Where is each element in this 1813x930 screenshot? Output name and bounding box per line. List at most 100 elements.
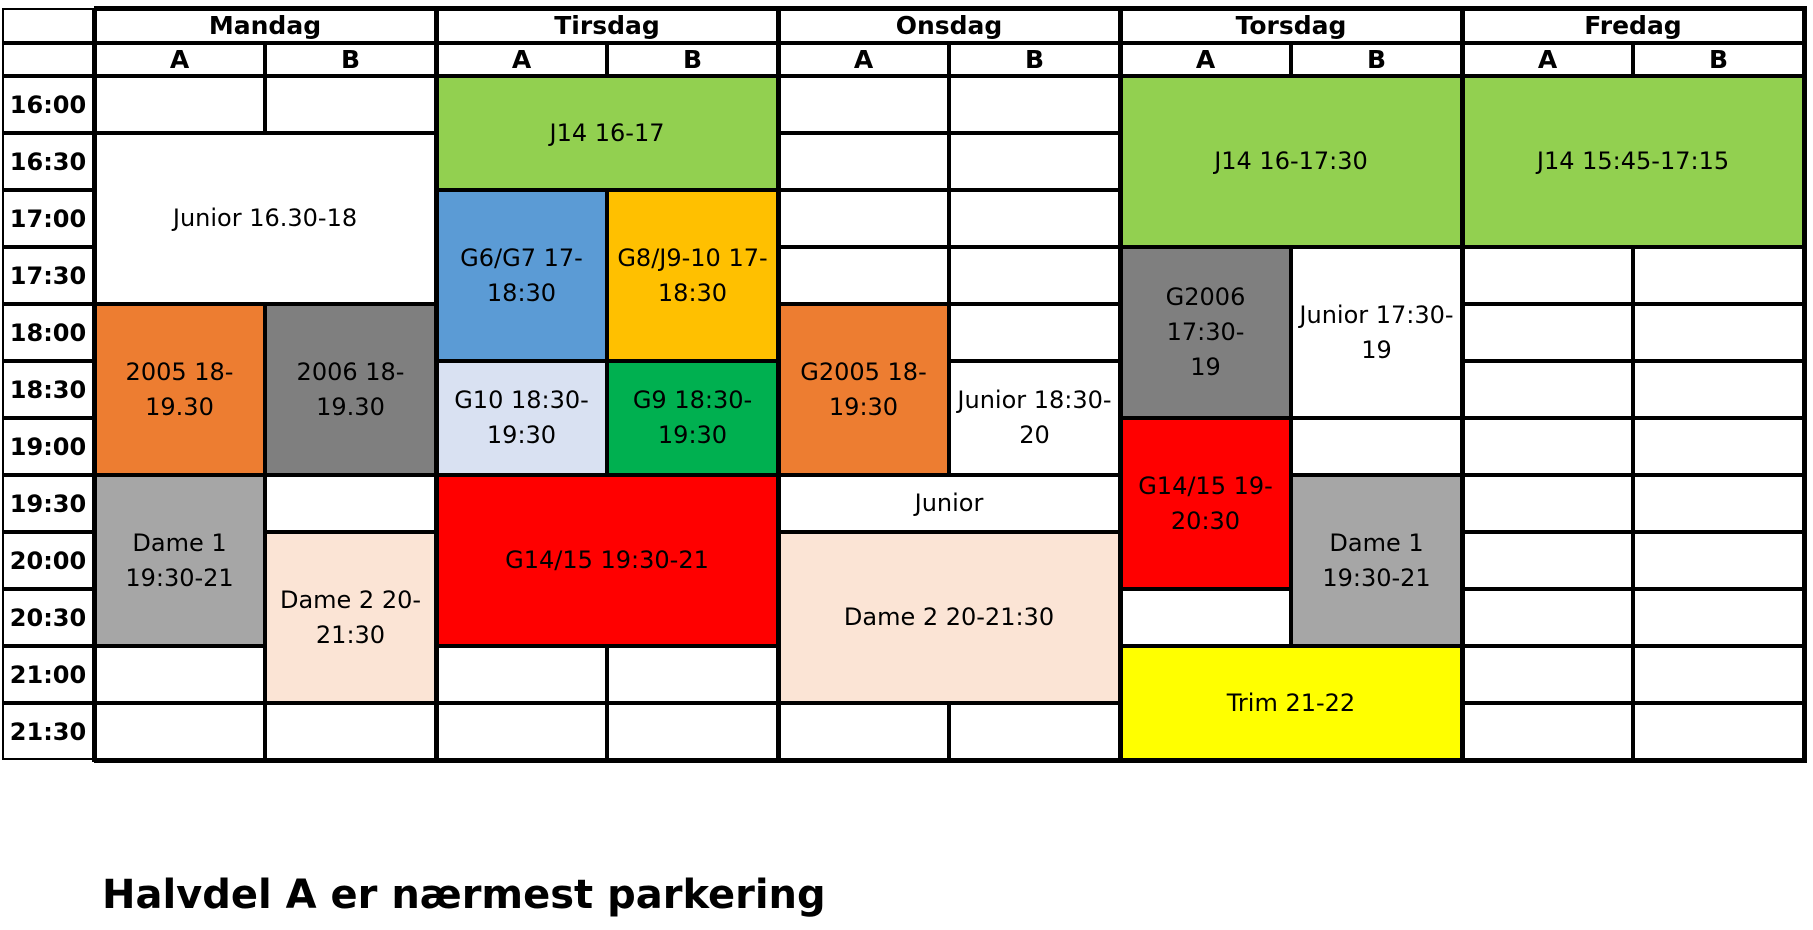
empty-slot <box>94 76 265 133</box>
empty-slot <box>1633 247 1804 304</box>
time-label: 20:30 <box>2 589 94 646</box>
time-label: 18:30 <box>2 361 94 418</box>
booking-block: G9 18:30- 19:30 <box>607 361 778 475</box>
footnote-parking: Halvdel A er nærmest parkering <box>102 872 826 918</box>
booking-block: G10 18:30- 19:30 <box>436 361 607 475</box>
half-header-b: B <box>1291 43 1462 76</box>
booking-block: G6/G7 17- 18:30 <box>436 190 607 361</box>
half-header-b: B <box>607 43 778 76</box>
empty-slot <box>778 703 949 760</box>
booking-block: Dame 1 19:30-21 <box>94 475 265 646</box>
booking-block: 2005 18- 19.30 <box>94 304 265 475</box>
empty-slot <box>436 646 607 703</box>
empty-slot <box>1633 589 1804 646</box>
empty-slot <box>778 247 949 304</box>
booking-block: G2005 18- 19:30 <box>778 304 949 475</box>
time-label: 17:30 <box>2 247 94 304</box>
empty-slot <box>1462 475 1633 532</box>
empty-slot <box>1633 703 1804 760</box>
day-header-mandag: Mandag <box>94 8 436 43</box>
empty-slot <box>1633 646 1804 703</box>
booking-block: Junior <box>778 475 1120 532</box>
booking-block: G14/15 19- 20:30 <box>1120 418 1291 589</box>
empty-slot <box>949 76 1120 133</box>
empty-slot <box>607 703 778 760</box>
empty-slot <box>949 304 1120 361</box>
booking-block: Dame 1 19:30-21 <box>1291 475 1462 646</box>
empty-slot <box>1120 589 1291 646</box>
empty-slot <box>1462 361 1633 418</box>
half-header-b: B <box>1633 43 1804 76</box>
empty-slot <box>1633 532 1804 589</box>
day-separator <box>92 8 97 762</box>
empty-slot <box>778 133 949 190</box>
half-header-a: A <box>436 43 607 76</box>
half-header-a: A <box>94 43 265 76</box>
booking-block: Junior 16.30-18 <box>94 133 436 304</box>
empty-slot <box>778 76 949 133</box>
empty-slot <box>436 703 607 760</box>
empty-slot <box>1633 361 1804 418</box>
empty-slot <box>1462 304 1633 361</box>
table-bottom-border <box>94 758 1807 763</box>
empty-slot <box>1462 646 1633 703</box>
half-header-a: A <box>1120 43 1291 76</box>
empty-slot <box>949 703 1120 760</box>
half-header-b: B <box>265 43 436 76</box>
booking-block: Junior 18:30- 20 <box>949 361 1120 475</box>
day-header-tirsdag: Tirsdag <box>436 8 778 43</box>
time-label: 18:00 <box>2 304 94 361</box>
booking-block: G2006 17:30- 19 <box>1120 247 1291 418</box>
time-label: 16:30 <box>2 133 94 190</box>
table-top-border <box>94 6 1807 11</box>
booking-block: Dame 2 20-21:30 <box>778 532 1120 703</box>
header-corner <box>2 8 94 43</box>
booking-block: J14 16-17:30 <box>1120 76 1462 247</box>
booking-block: Trim 21-22 <box>1120 646 1462 760</box>
empty-slot <box>1462 418 1633 475</box>
time-label: 17:00 <box>2 190 94 247</box>
day-separator <box>434 8 439 762</box>
empty-slot <box>1462 589 1633 646</box>
empty-slot <box>265 475 436 532</box>
day-header-torsdag: Torsdag <box>1120 8 1462 43</box>
empty-slot <box>607 646 778 703</box>
empty-slot <box>1462 532 1633 589</box>
booking-block: Dame 2 20- 21:30 <box>265 532 436 703</box>
empty-slot <box>949 190 1120 247</box>
booking-block: Junior 17:30- 19 <box>1291 247 1462 418</box>
empty-slot <box>265 76 436 133</box>
day-separator <box>1118 8 1123 762</box>
empty-slot <box>1462 703 1633 760</box>
booking-block: J14 16-17 <box>436 76 778 190</box>
empty-slot <box>265 703 436 760</box>
booking-block: J14 15:45-17:15 <box>1462 76 1804 247</box>
empty-slot <box>949 247 1120 304</box>
header-corner-sub <box>2 43 94 76</box>
empty-slot <box>94 646 265 703</box>
day-separator <box>776 8 781 762</box>
empty-slot <box>1633 304 1804 361</box>
half-header-a: A <box>778 43 949 76</box>
empty-slot <box>778 190 949 247</box>
day-separator <box>1802 8 1807 762</box>
empty-slot <box>949 133 1120 190</box>
time-label: 16:00 <box>2 76 94 133</box>
time-label: 21:00 <box>2 646 94 703</box>
empty-slot <box>94 703 265 760</box>
booking-block: G14/15 19:30-21 <box>436 475 778 646</box>
time-label: 19:00 <box>2 418 94 475</box>
day-header-fredag: Fredag <box>1462 8 1804 43</box>
booking-block: 2006 18- 19.30 <box>265 304 436 475</box>
time-label: 20:00 <box>2 532 94 589</box>
empty-slot <box>1633 475 1804 532</box>
empty-slot <box>1462 247 1633 304</box>
day-header-onsdag: Onsdag <box>778 8 1120 43</box>
empty-slot <box>1291 418 1462 475</box>
day-separator <box>1460 8 1465 762</box>
time-label: 19:30 <box>2 475 94 532</box>
empty-slot <box>1633 418 1804 475</box>
half-header-a: A <box>1462 43 1633 76</box>
half-header-b: B <box>949 43 1120 76</box>
